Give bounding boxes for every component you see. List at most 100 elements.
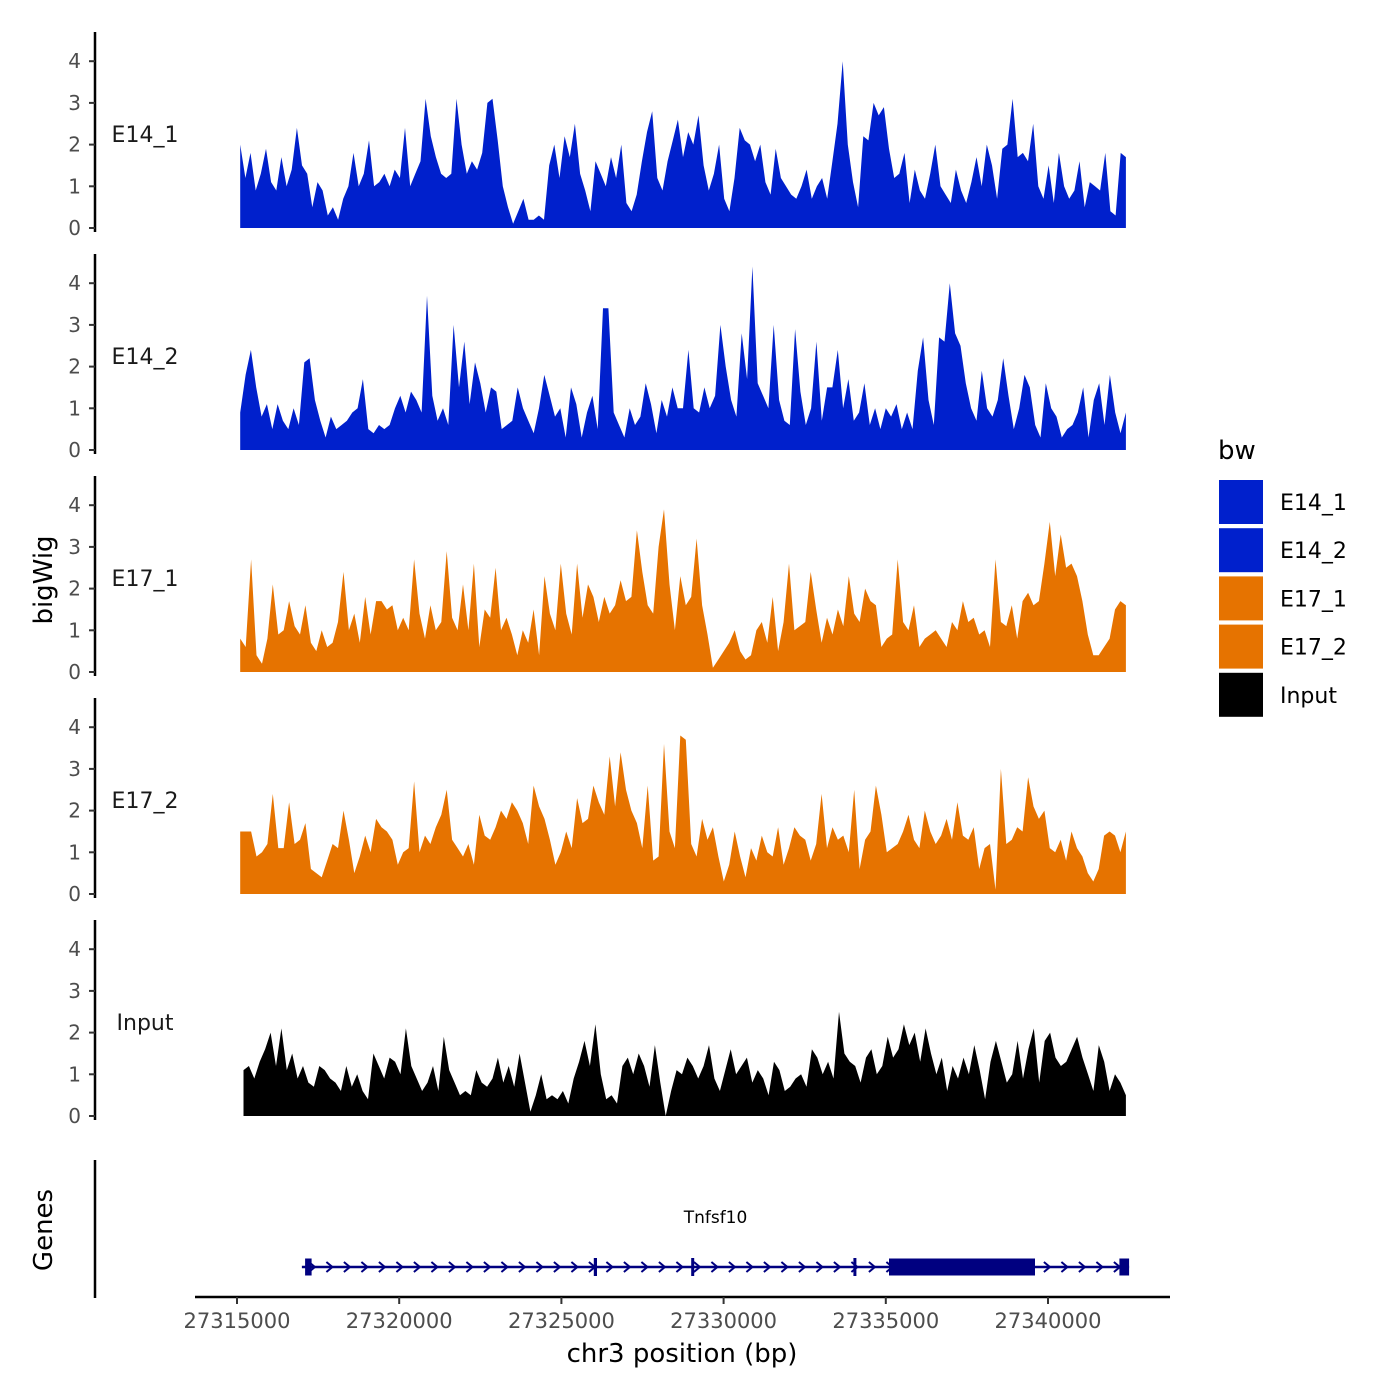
panel-E14_1: 0 1 2 3 4 E14_1 — [68, 32, 1126, 240]
y-tick-label: 2 — [68, 355, 81, 379]
y-tick-label: 0 — [68, 438, 81, 462]
signal-area-E17_1 — [240, 509, 1126, 672]
y-tick-label: 1 — [68, 840, 81, 864]
strand-chevron — [763, 1261, 772, 1273]
y-tick-label: 0 — [68, 1104, 81, 1128]
strand-chevron — [518, 1261, 527, 1273]
y-tick-label: 0 — [68, 216, 81, 240]
panel-E17_1: 0 1 2 3 4 E17_1 — [68, 476, 1126, 684]
strand-chevron — [605, 1261, 614, 1273]
strand-chevron — [360, 1261, 369, 1273]
x-tick-label: 27330000 — [670, 1309, 777, 1333]
gene-name-label: Tnfsf10 — [683, 1208, 748, 1228]
strand-chevron — [553, 1261, 562, 1273]
strand-chevron — [395, 1261, 404, 1273]
signal-panels: 0 1 2 3 4 E14_1 0 1 2 3 4 E14_2 0 1 2 3 4 E17_1 0 1 2 3 4 E17_2… — [68, 32, 1126, 1128]
y-tick-label: 3 — [68, 313, 81, 337]
gene-track-title: Genes — [29, 1189, 59, 1271]
strand-chevron — [675, 1261, 684, 1273]
y-tick-label: 1 — [68, 174, 81, 198]
strand-chevron — [693, 1261, 702, 1273]
y-tick-label: 0 — [68, 882, 81, 906]
legend-label: E14_2 — [1280, 539, 1347, 564]
panel-label: Input — [117, 1011, 174, 1036]
strand-chevron — [1095, 1261, 1104, 1273]
legend-swatch-Input — [1219, 672, 1263, 717]
legend-title: bw — [1218, 436, 1256, 466]
x-tick-label: 27335000 — [832, 1309, 939, 1333]
exon-block — [889, 1258, 1035, 1276]
legend-swatch-E17_2 — [1219, 624, 1263, 669]
panel-E14_2: 0 1 2 3 4 E14_2 — [68, 254, 1126, 462]
strand-chevron — [1060, 1261, 1069, 1273]
y-tick-label: 2 — [68, 577, 81, 601]
strand-chevron — [728, 1261, 737, 1273]
y-tick-label: 3 — [68, 757, 81, 781]
strand-chevron — [465, 1261, 474, 1273]
strand-chevron — [798, 1261, 807, 1273]
strand-chevron — [1043, 1261, 1052, 1273]
signal-area-E17_2 — [240, 735, 1126, 894]
strand-chevron — [483, 1261, 492, 1273]
strand-chevron — [448, 1261, 457, 1273]
y-tick-label: 4 — [68, 49, 81, 73]
strand-chevron — [640, 1261, 649, 1273]
strand-chevron — [868, 1261, 877, 1273]
y-tick-label: 4 — [68, 493, 81, 517]
legend-label: E14_1 — [1280, 491, 1347, 516]
panel-label: E14_1 — [112, 123, 179, 148]
y-tick-label: 2 — [68, 133, 81, 157]
x-tick-label: 27320000 — [346, 1309, 453, 1333]
y-tick-label: 1 — [68, 396, 81, 420]
exon-block — [853, 1258, 857, 1276]
y-tick-label: 1 — [68, 618, 81, 642]
y-tick-label: 4 — [68, 937, 81, 961]
strand-chevron — [413, 1261, 422, 1273]
y-tick-label: 3 — [68, 535, 81, 559]
legend-swatch-E14_1 — [1219, 480, 1263, 524]
x-tick-label: 27340000 — [995, 1309, 1102, 1333]
strand-chevron — [623, 1261, 632, 1273]
x-axis-title: chr3 position (bp) — [567, 1339, 798, 1369]
strand-chevron — [710, 1261, 719, 1273]
exon-block — [1119, 1258, 1130, 1276]
strand-chevron — [658, 1261, 667, 1273]
strand-chevron — [745, 1261, 754, 1273]
panel-Input: 0 1 2 3 4 Input — [68, 920, 1126, 1128]
legend-label: E17_1 — [1280, 587, 1347, 612]
gene-track: Tnfsf10 — [93, 1160, 1130, 1298]
strand-chevron — [570, 1261, 579, 1273]
strand-chevron — [780, 1261, 789, 1273]
panel-label: E17_2 — [112, 789, 179, 814]
y-tick-label: 4 — [68, 715, 81, 739]
strand-chevron — [325, 1261, 334, 1273]
x-tick-label: 27315000 — [184, 1309, 291, 1333]
strand-chevron — [378, 1261, 387, 1273]
y-tick-label: 2 — [68, 799, 81, 823]
signal-area-E14_2 — [240, 266, 1126, 450]
y-axis-title: bigWig — [29, 535, 59, 624]
strand-chevron — [430, 1261, 439, 1273]
exon-block — [305, 1258, 312, 1276]
panel-label: E17_1 — [112, 567, 179, 592]
strand-chevron — [343, 1261, 352, 1273]
exon-block — [691, 1258, 695, 1276]
y-tick-label: 1 — [68, 1062, 81, 1086]
signal-area-Input — [243, 1011, 1126, 1116]
y-tick-label: 0 — [68, 660, 81, 684]
legend: bw E14_1 E14_2 E17_1 E17_2 Input — [1218, 436, 1347, 717]
panel-label: E14_2 — [112, 345, 179, 370]
legend-label: Input — [1280, 684, 1337, 709]
y-tick-label: 4 — [68, 271, 81, 295]
y-tick-label: 3 — [68, 979, 81, 1003]
strand-chevron — [833, 1261, 842, 1273]
strand-chevron — [1078, 1261, 1087, 1273]
panel-E17_2: 0 1 2 3 4 E17_2 — [68, 698, 1126, 906]
y-tick-label: 3 — [68, 91, 81, 115]
x-axis: 27315000 27320000 27325000 27330000 27335000… — [184, 1295, 1170, 1333]
signal-area-E14_1 — [240, 61, 1126, 229]
legend-swatch-E17_1 — [1219, 576, 1263, 621]
legend-swatch-E14_2 — [1219, 528, 1263, 573]
strand-chevron — [535, 1261, 544, 1273]
